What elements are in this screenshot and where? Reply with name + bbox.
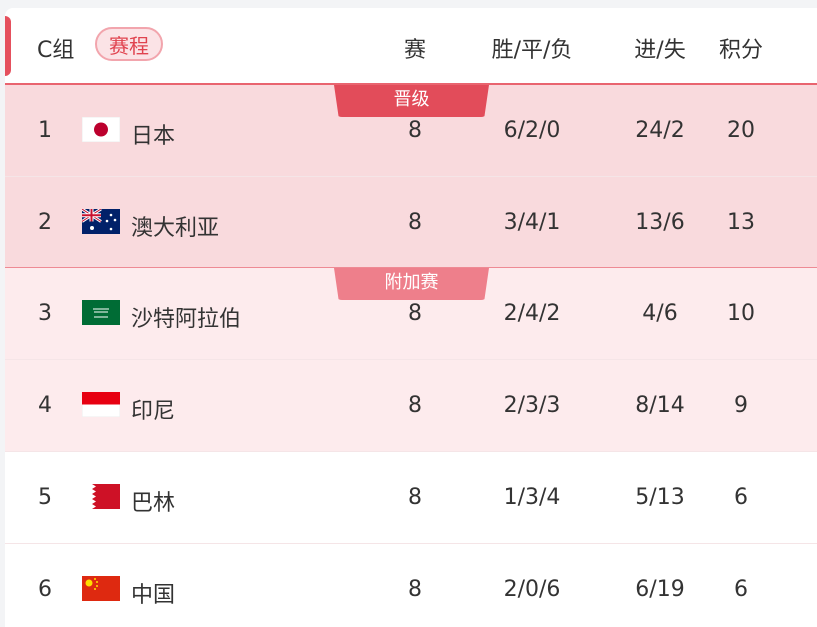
win-draw-loss: 1/3/4 bbox=[503, 484, 561, 510]
australia-flag-icon bbox=[81, 207, 120, 234]
table-row[interactable]: 5 巴林 8 1/3/4 5/13 6 bbox=[5, 451, 817, 544]
team-name[interactable]: 澳大利亚 bbox=[131, 215, 220, 241]
played: 8 bbox=[408, 209, 422, 235]
zone-divider bbox=[5, 267, 817, 268]
indonesia-flag-icon bbox=[81, 391, 121, 418]
rank: 3 bbox=[38, 301, 52, 327]
played: 8 bbox=[408, 118, 422, 143]
saudi-arabia-flag-icon bbox=[82, 300, 120, 326]
japan-flag-icon bbox=[81, 116, 121, 143]
points: 20 bbox=[727, 118, 755, 143]
team-name[interactable]: 中国 bbox=[131, 582, 176, 608]
col-goals: 进/失 bbox=[634, 38, 686, 63]
goals-for-against: 8/14 bbox=[635, 393, 685, 419]
team-name[interactable]: 沙特阿拉伯 bbox=[131, 307, 242, 333]
table-header: C组 赛程 赛 胜/平/负 进/失 积分 bbox=[5, 8, 817, 85]
goals-for-against: 5/13 bbox=[635, 484, 685, 510]
points: 10 bbox=[727, 301, 755, 327]
accent-bar bbox=[5, 16, 11, 76]
goals-for-against: 13/6 bbox=[635, 209, 685, 235]
rank: 4 bbox=[38, 393, 52, 419]
win-draw-loss: 2/0/6 bbox=[503, 576, 561, 602]
points: 6 bbox=[734, 576, 748, 602]
points: 9 bbox=[734, 393, 748, 419]
goals-for-against: 24/2 bbox=[635, 118, 685, 143]
played: 8 bbox=[408, 301, 422, 327]
played: 8 bbox=[408, 484, 422, 510]
points: 6 bbox=[734, 484, 748, 510]
table-row[interactable]: 2 澳大利亚 8 3/4/1 13/6 13 bbox=[5, 176, 817, 269]
table-row[interactable]: 6 中国 8 2/0/6 6/19 6 bbox=[5, 543, 817, 627]
team-name[interactable]: 日本 bbox=[131, 124, 176, 149]
standings-card: C组 赛程 赛 胜/平/负 进/失 积分 1 日本 8 6/2/0 24/2 2… bbox=[5, 8, 817, 627]
goals-for-against: 6/19 bbox=[635, 576, 685, 602]
rank: 2 bbox=[38, 209, 52, 235]
col-points: 积分 bbox=[718, 38, 764, 63]
china-flag-icon bbox=[82, 575, 120, 601]
rank: 6 bbox=[38, 576, 52, 602]
col-played: 赛 bbox=[403, 38, 427, 63]
win-draw-loss: 3/4/1 bbox=[503, 209, 561, 235]
group-title: C组 bbox=[37, 38, 75, 63]
schedule-button[interactable]: 赛程 bbox=[95, 27, 163, 61]
goals-for-against: 4/6 bbox=[642, 301, 678, 327]
rank: 1 bbox=[38, 118, 52, 143]
played: 8 bbox=[408, 576, 422, 602]
rank: 5 bbox=[38, 484, 52, 510]
points: 13 bbox=[727, 209, 755, 235]
win-draw-loss: 2/4/2 bbox=[503, 301, 561, 327]
col-wdl: 胜/平/负 bbox=[491, 38, 573, 63]
team-name[interactable]: 巴林 bbox=[131, 490, 176, 516]
promote-zone-tag: 晋级 bbox=[334, 85, 489, 117]
table-row[interactable]: 4 印尼 8 2/3/3 8/14 9 bbox=[5, 360, 817, 453]
playoff-zone-tag: 附加赛 bbox=[334, 268, 489, 300]
team-name[interactable]: 印尼 bbox=[131, 399, 176, 425]
win-draw-loss: 6/2/0 bbox=[503, 118, 561, 143]
played: 8 bbox=[408, 393, 422, 419]
win-draw-loss: 2/3/3 bbox=[503, 393, 561, 419]
bahrain-flag-icon bbox=[82, 483, 120, 509]
